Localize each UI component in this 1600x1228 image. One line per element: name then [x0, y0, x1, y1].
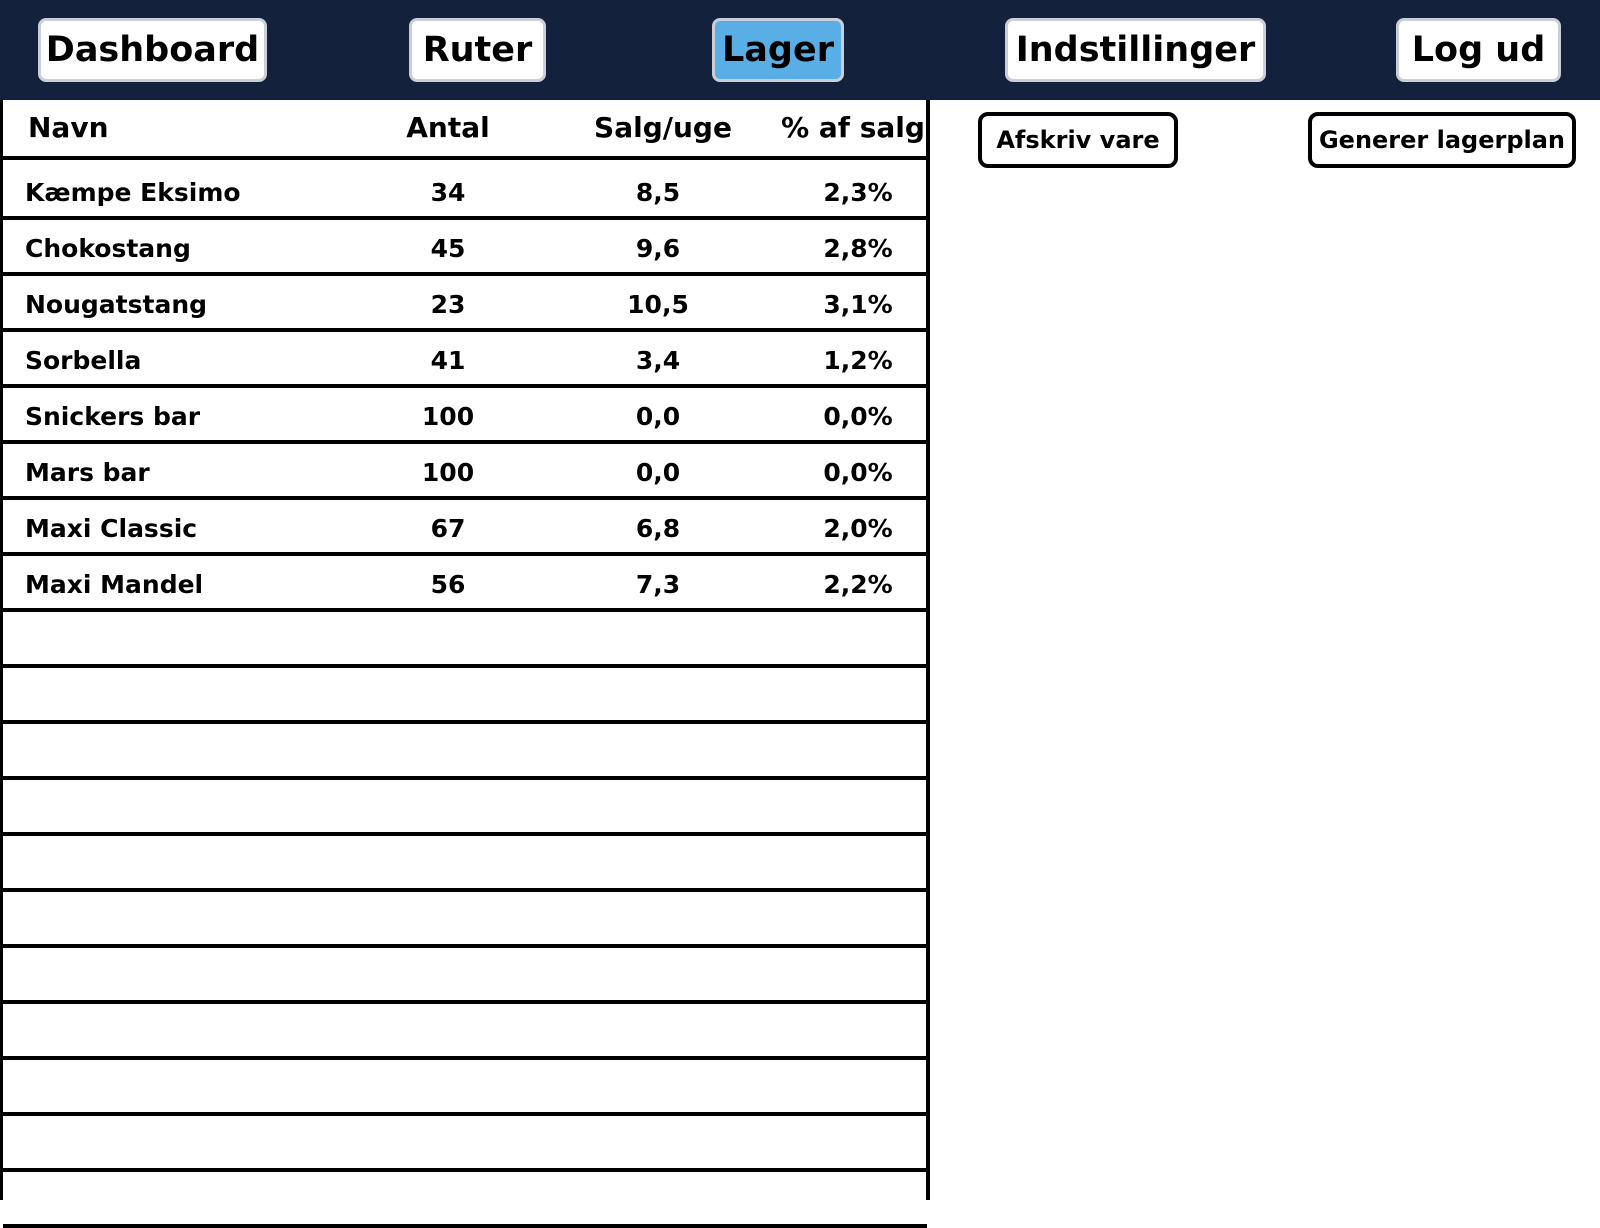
item-name-cell: Maxi Mandel [25, 570, 204, 599]
item-sales-per-week-cell: 6,8 [635, 514, 681, 543]
item-sales-per-week-cell: 0,0 [635, 402, 681, 431]
write-off-item-button[interactable]: Afskriv vare [978, 112, 1178, 168]
table-row[interactable]: Maxi Mandel 56 7,3 2,2% [3, 556, 927, 612]
item-sales-per-week-cell: 8,5 [635, 178, 681, 207]
generate-inventory-plan-button[interactable]: Generer lagerplan [1308, 112, 1576, 168]
nav-log-ud-button[interactable]: Log ud [1396, 18, 1561, 82]
item-percent-of-sales-cell: 0,0% [823, 402, 893, 431]
empty-table-row [3, 1060, 927, 1116]
table-row[interactable]: Chokostang 45 9,6 2,8% [3, 220, 927, 276]
item-percent-of-sales-cell: 1,2% [823, 346, 893, 375]
table-row[interactable]: Maxi Classic 67 6,8 2,0% [3, 500, 927, 556]
item-quantity-cell: 100 [421, 402, 475, 431]
item-sales-per-week-cell: 9,6 [635, 234, 681, 263]
item-quantity-cell: 45 [430, 234, 466, 263]
empty-table-row [3, 668, 927, 724]
empty-table-row [3, 1004, 927, 1060]
inventory-table-panel [0, 100, 930, 1200]
empty-table-row [3, 612, 927, 668]
inventory-table-header: Navn Antal Salg/uge % af salg [3, 100, 927, 160]
item-quantity-cell: 56 [430, 570, 466, 599]
table-row[interactable]: Nougatstang 23 10,5 3,1% [3, 276, 927, 332]
column-header-quantity: Antal [406, 111, 490, 144]
empty-table-row [3, 1172, 927, 1228]
empty-table-row [3, 1116, 927, 1172]
column-header-name: Navn [28, 111, 109, 144]
item-name-cell: Mars bar [25, 458, 150, 487]
table-row[interactable]: Mars bar 100 0,0 0,0% [3, 444, 927, 500]
empty-table-row [3, 892, 927, 948]
item-quantity-cell: 41 [430, 346, 466, 375]
nav-indstillinger-button[interactable]: Indstillinger [1005, 18, 1266, 82]
empty-table-row [3, 780, 927, 836]
item-sales-per-week-cell: 10,5 [627, 290, 689, 319]
top-navigation-bar: Dashboard Ruter Lager Indstillinger Log … [0, 0, 1600, 100]
item-name-cell: Maxi Classic [25, 514, 198, 543]
nav-dashboard-button[interactable]: Dashboard [38, 18, 267, 82]
nav-ruter-button[interactable]: Ruter [409, 18, 546, 82]
item-percent-of-sales-cell: 3,1% [823, 290, 893, 319]
empty-table-row [3, 948, 927, 1004]
item-quantity-cell: 23 [430, 290, 466, 319]
column-header-percent-of-sales: % af salg [781, 111, 925, 144]
table-row[interactable]: Kæmpe Eksimo 34 8,5 2,3% [3, 164, 927, 220]
item-name-cell: Sorbella [25, 346, 142, 375]
item-quantity-cell: 100 [421, 458, 475, 487]
item-sales-per-week-cell: 0,0 [635, 458, 681, 487]
empty-table-row [3, 836, 927, 892]
item-percent-of-sales-cell: 2,2% [823, 570, 893, 599]
item-percent-of-sales-cell: 2,0% [823, 514, 893, 543]
item-percent-of-sales-cell: 0,0% [823, 458, 893, 487]
item-sales-per-week-cell: 3,4 [635, 346, 681, 375]
table-row[interactable]: Snickers bar 100 0,0 0,0% [3, 388, 927, 444]
item-name-cell: Snickers bar [25, 402, 201, 431]
item-name-cell: Nougatstang [25, 290, 208, 319]
item-quantity-cell: 34 [430, 178, 466, 207]
column-header-sales-per-week: Salg/uge [594, 111, 732, 144]
nav-lager-button[interactable]: Lager [712, 18, 844, 82]
item-name-cell: Chokostang [25, 234, 191, 263]
item-name-cell: Kæmpe Eksimo [25, 178, 241, 207]
item-percent-of-sales-cell: 2,8% [823, 234, 893, 263]
item-sales-per-week-cell: 7,3 [635, 570, 681, 599]
item-percent-of-sales-cell: 2,3% [823, 178, 893, 207]
item-quantity-cell: 67 [430, 514, 466, 543]
empty-table-row [3, 724, 927, 780]
table-row[interactable]: Sorbella 41 3,4 1,2% [3, 332, 927, 388]
